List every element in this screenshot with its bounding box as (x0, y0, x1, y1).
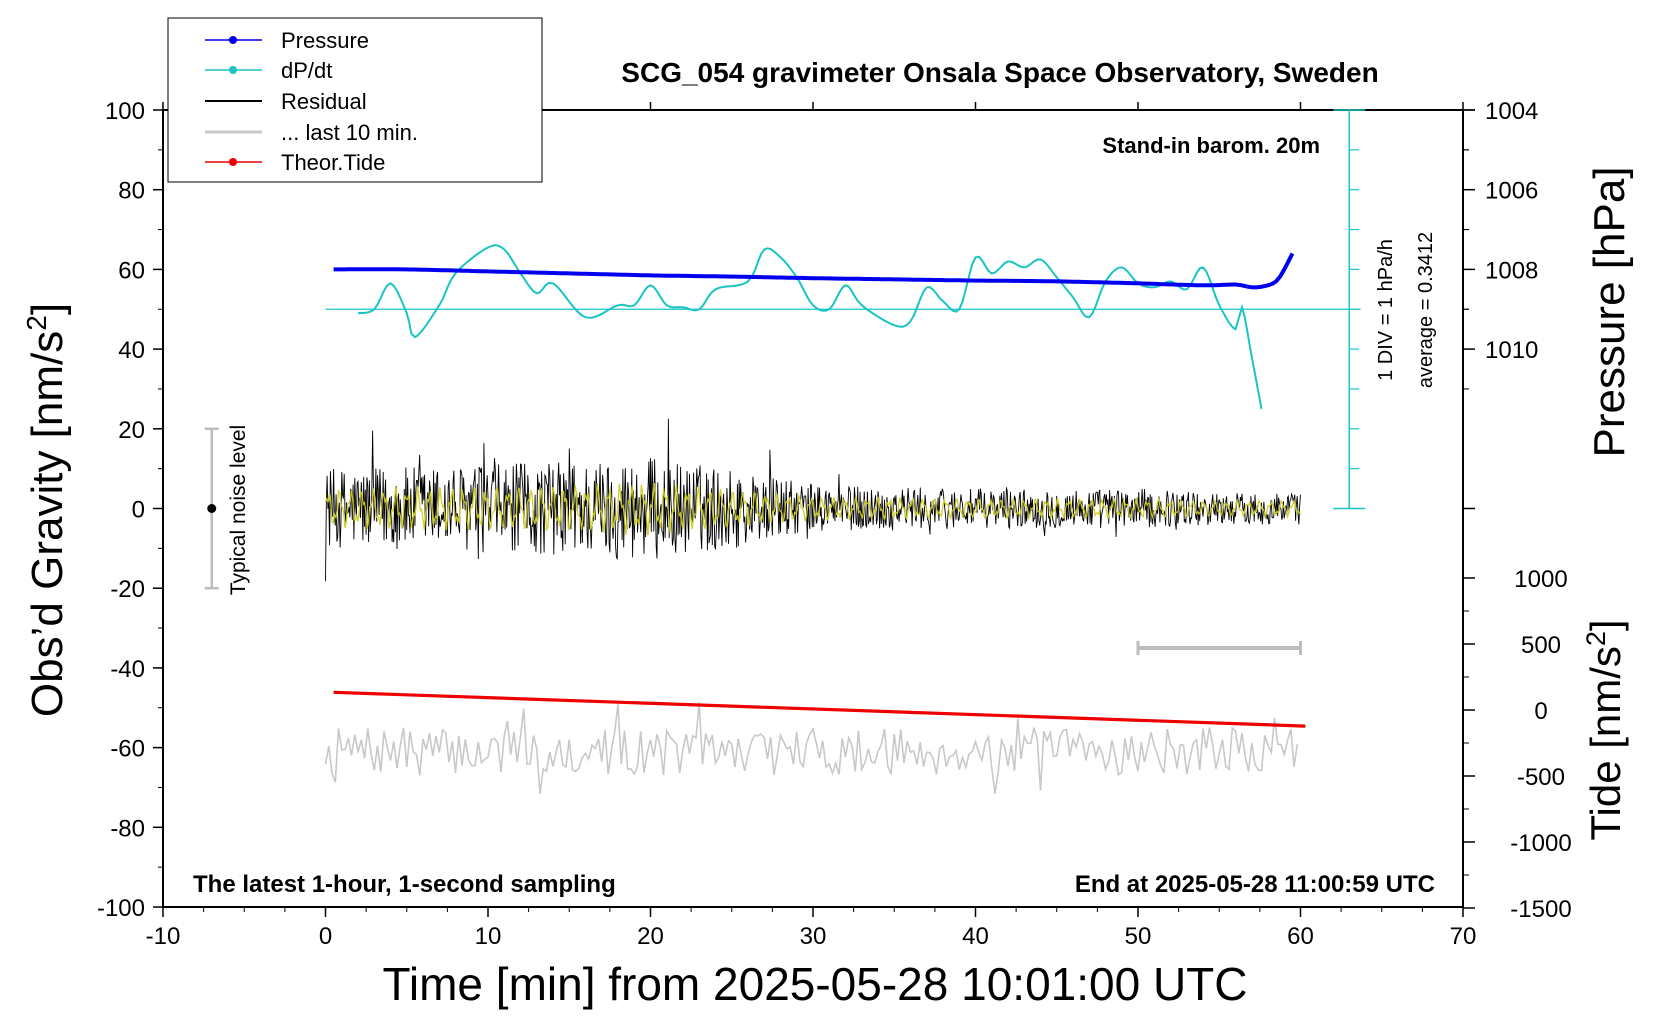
average-note: average = 0.3412 (1415, 232, 1437, 388)
gravity-label-main: Obs’d Gravity [nm/s (23, 331, 72, 717)
tide-tick-label: -1500 (1510, 896, 1571, 923)
tide-tick-label: -1000 (1510, 830, 1571, 857)
legend-label-pressure: Pressure (281, 28, 369, 53)
tide-tick-label: -500 (1517, 764, 1565, 791)
legend-marker-pressure (229, 36, 237, 44)
gravity-tick-label: 40 (118, 337, 145, 364)
filtered-line (324, 482, 1302, 536)
tide-tick-label: 0 (1534, 698, 1547, 725)
x-tick-label: 70 (1450, 923, 1477, 950)
tide-tick-label: 1000 (1514, 566, 1567, 593)
gravity-label-close: ] (23, 303, 72, 315)
legend-label-last10: ... last 10 min. (281, 120, 418, 145)
y-axis-label-tide: Tide [nm/s2] (1581, 619, 1629, 840)
gravity-tick-label: 60 (118, 257, 145, 284)
x-tick-label: 50 (1125, 923, 1152, 950)
legend-label-dpdt: dP/dt (281, 58, 332, 83)
residual-line (325, 418, 1301, 582)
x-tick-label: 20 (637, 923, 664, 950)
legend-marker-dpdt (229, 66, 237, 74)
pressure-tick-label: 1008 (1485, 257, 1538, 284)
gravity-tick-label: 80 (118, 178, 145, 205)
legend: Pressure dP/dt Residual ... last 10 min.… (167, 17, 543, 183)
axis-ticks: -10 0 10 20 30 40 50 60 70100806040200-20-40-60-… (97, 98, 1572, 950)
last10-line (324, 702, 1299, 795)
gravity-tick-label: -100 (97, 895, 145, 922)
gravity-tick-label: -40 (110, 656, 145, 683)
x-tick-label: 30 (800, 923, 827, 950)
pressure-line (333, 252, 1295, 290)
gravity-tick-label: -20 (110, 576, 145, 603)
legend-label-tide: Theor.Tide (281, 150, 385, 175)
gravity-tick-label: 100 (105, 98, 145, 125)
end-note: End at 2025-05-28 11:00:59 UTC (1075, 871, 1435, 898)
tide-tick-label: 500 (1521, 632, 1561, 659)
gravity-tick-label: 0 (132, 497, 145, 524)
x-tick-label: 10 (475, 923, 502, 950)
pressure-tick-label: 1004 (1485, 98, 1538, 125)
noise-bar-center (207, 504, 217, 513)
x-tick-label: 40 (962, 923, 989, 950)
pressure-tick-label: 1010 (1485, 337, 1538, 364)
tide-label-sup: 2 (1581, 631, 1611, 646)
gravity-tick-label: 20 (118, 417, 145, 444)
series-layer (204, 109, 1366, 795)
y-axis-label-gravity: Obs’d Gravity [nm/s2] (21, 303, 72, 717)
barometer-note: Stand-in barom. 20m (1102, 133, 1320, 158)
gravity-tick-label: -60 (110, 736, 145, 763)
legend-marker-tide (229, 158, 237, 166)
legend-label-residual: Residual (281, 89, 367, 114)
div-note: 1 DIV = 1 hPa/h (1375, 239, 1397, 381)
x-axis-label: Time [min] from 2025-05-28 10:01:00 UTC (383, 958, 1248, 1010)
dpdt-line (357, 244, 1263, 410)
gravity-tick-label: -80 (110, 815, 145, 842)
tide-line (333, 690, 1306, 728)
pressure-tick-label: 1006 (1485, 178, 1538, 205)
noise-note: Typical noise level (227, 425, 250, 595)
gravity-label-sup: 2 (21, 315, 52, 331)
x-tick-label: -10 (146, 923, 181, 950)
y-axis-label-pressure: Pressure [hPa] (1585, 166, 1634, 457)
tide-label-close: ] (1582, 619, 1629, 631)
tide-label-main: Tide [nm/s (1582, 646, 1629, 841)
x-tick-label: 0 (319, 923, 332, 950)
latest-note: The latest 1-hour, 1-second sampling (193, 871, 616, 898)
chart-title: SCG_054 gravimeter Onsala Space Observat… (621, 57, 1378, 88)
x-tick-label: 60 (1287, 923, 1314, 950)
